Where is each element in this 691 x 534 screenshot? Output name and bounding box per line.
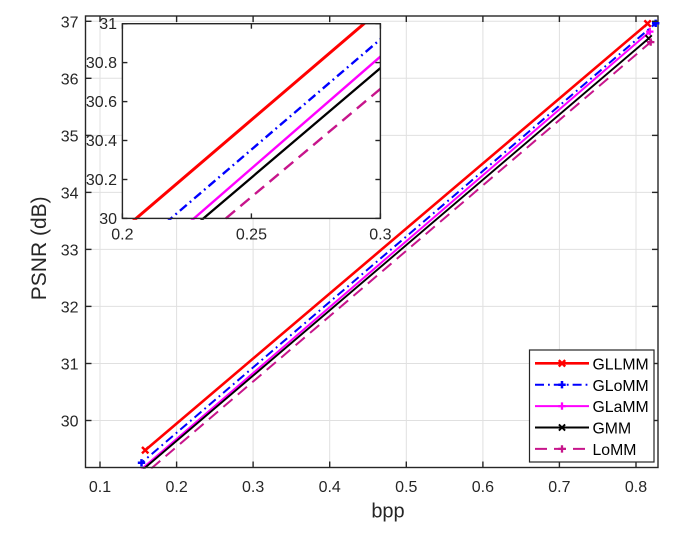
svg-text:0.25: 0.25 xyxy=(236,227,267,244)
svg-text:0.4: 0.4 xyxy=(319,479,341,496)
svg-text:30: 30 xyxy=(61,414,79,431)
svg-text:0.2: 0.2 xyxy=(165,479,187,496)
svg-text:GLoMM: GLoMM xyxy=(593,378,649,395)
svg-text:31: 31 xyxy=(61,357,79,374)
svg-text:GLLMM: GLLMM xyxy=(593,356,649,373)
svg-text:30.6: 30.6 xyxy=(86,94,117,111)
svg-text:0.2: 0.2 xyxy=(111,227,133,244)
svg-text:34: 34 xyxy=(61,186,79,203)
svg-text:0.3: 0.3 xyxy=(369,227,391,244)
svg-text:GLaMM: GLaMM xyxy=(593,399,649,416)
svg-text:PSNR (dB): PSNR (dB) xyxy=(28,196,51,300)
svg-text:30.4: 30.4 xyxy=(86,133,117,150)
svg-text:31: 31 xyxy=(99,16,117,33)
svg-text:0.3: 0.3 xyxy=(242,479,264,496)
svg-text:30: 30 xyxy=(99,211,117,228)
svg-text:0.5: 0.5 xyxy=(395,479,417,496)
svg-text:32: 32 xyxy=(61,300,79,317)
svg-text:0.8: 0.8 xyxy=(625,479,647,496)
svg-text:0.1: 0.1 xyxy=(89,479,111,496)
svg-text:LoMM: LoMM xyxy=(593,442,637,459)
svg-text:30.2: 30.2 xyxy=(86,172,117,189)
svg-text:30.8: 30.8 xyxy=(86,55,117,72)
svg-text:0.7: 0.7 xyxy=(548,479,570,496)
svg-text:0.6: 0.6 xyxy=(472,479,494,496)
svg-text:37: 37 xyxy=(61,15,79,32)
svg-text:36: 36 xyxy=(61,72,79,89)
svg-text:GMM: GMM xyxy=(593,421,632,438)
svg-text:33: 33 xyxy=(61,243,79,260)
svg-text:35: 35 xyxy=(61,129,79,146)
svg-text:bpp: bpp xyxy=(371,501,404,523)
